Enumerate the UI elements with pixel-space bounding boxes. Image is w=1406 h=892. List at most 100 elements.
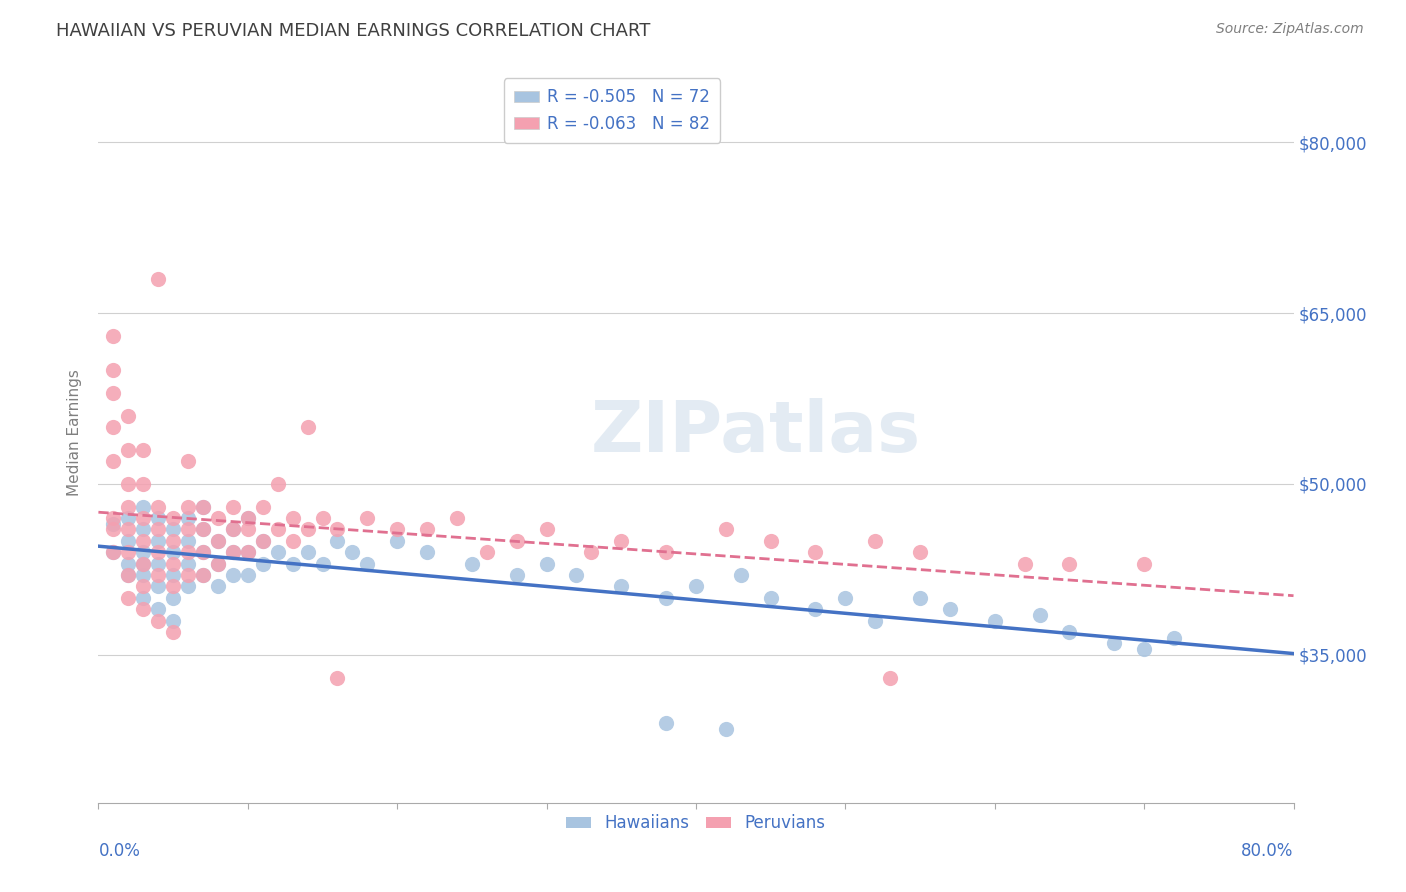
Point — [148, 511, 170, 525]
Point — [132, 533, 155, 548]
Text: HAWAIIAN VS PERUVIAN MEDIAN EARNINGS CORRELATION CHART: HAWAIIAN VS PERUVIAN MEDIAN EARNINGS COR… — [56, 22, 651, 40]
Point — [177, 557, 200, 571]
Point — [1163, 631, 1185, 645]
Point — [132, 557, 155, 571]
Point — [177, 500, 200, 514]
Point — [297, 420, 319, 434]
Point — [132, 568, 155, 582]
Point — [132, 476, 155, 491]
Point — [148, 545, 170, 559]
Point — [1059, 624, 1081, 639]
Point — [207, 533, 229, 548]
Point — [191, 568, 214, 582]
Point — [132, 579, 155, 593]
Point — [191, 545, 214, 559]
Point — [148, 602, 170, 616]
Point — [804, 545, 827, 559]
Point — [132, 602, 155, 616]
Point — [132, 511, 155, 525]
Point — [191, 500, 214, 514]
Point — [162, 545, 184, 559]
Point — [385, 533, 409, 548]
Point — [222, 500, 245, 514]
Point — [865, 614, 887, 628]
Point — [132, 442, 155, 457]
Point — [879, 671, 901, 685]
Point — [281, 533, 304, 548]
Point — [117, 568, 139, 582]
Point — [342, 545, 364, 559]
Point — [191, 523, 214, 537]
Point — [191, 523, 214, 537]
Point — [236, 568, 259, 582]
Point — [162, 614, 184, 628]
Point — [281, 557, 304, 571]
Point — [177, 579, 200, 593]
Point — [297, 545, 319, 559]
Point — [461, 557, 484, 571]
Point — [117, 523, 139, 537]
Point — [281, 511, 304, 525]
Point — [117, 409, 139, 423]
Point — [162, 533, 184, 548]
Point — [207, 557, 229, 571]
Point — [162, 511, 184, 525]
Point — [148, 614, 170, 628]
Point — [132, 523, 155, 537]
Point — [326, 523, 349, 537]
Point — [759, 533, 782, 548]
Point — [162, 557, 184, 571]
Legend: Hawaiians, Peruvians: Hawaiians, Peruvians — [560, 807, 832, 838]
Point — [132, 545, 155, 559]
Point — [222, 523, 245, 537]
Point — [655, 716, 678, 731]
Point — [939, 602, 962, 616]
Point — [117, 500, 139, 514]
Point — [416, 545, 439, 559]
Point — [207, 533, 229, 548]
Point — [565, 568, 588, 582]
Point — [162, 579, 184, 593]
Point — [103, 454, 125, 468]
Point — [222, 568, 245, 582]
Point — [984, 614, 1007, 628]
Point — [236, 523, 259, 537]
Point — [162, 591, 184, 605]
Point — [730, 568, 752, 582]
Point — [506, 568, 529, 582]
Point — [103, 420, 125, 434]
Point — [117, 533, 139, 548]
Point — [117, 557, 139, 571]
Point — [267, 545, 290, 559]
Point — [506, 533, 529, 548]
Point — [581, 545, 603, 559]
Point — [103, 328, 125, 343]
Point — [252, 500, 274, 514]
Point — [162, 624, 184, 639]
Point — [222, 523, 245, 537]
Point — [536, 557, 558, 571]
Point — [103, 545, 125, 559]
Point — [117, 442, 139, 457]
Point — [103, 385, 125, 400]
Point — [865, 533, 887, 548]
Point — [236, 545, 259, 559]
Point — [103, 523, 125, 537]
Point — [162, 568, 184, 582]
Point — [252, 533, 274, 548]
Point — [148, 533, 170, 548]
Point — [714, 523, 737, 537]
Point — [385, 523, 409, 537]
Point — [655, 591, 678, 605]
Point — [1133, 642, 1156, 657]
Point — [236, 545, 259, 559]
Text: 0.0%: 0.0% — [98, 842, 141, 860]
Point — [267, 476, 290, 491]
Point — [117, 511, 139, 525]
Point — [117, 545, 139, 559]
Point — [132, 591, 155, 605]
Point — [446, 511, 468, 525]
Point — [326, 671, 349, 685]
Point — [117, 568, 139, 582]
Point — [610, 579, 633, 593]
